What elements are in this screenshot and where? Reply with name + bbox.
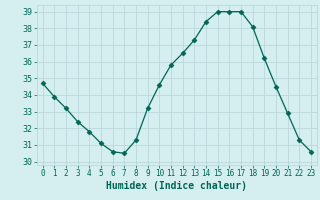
X-axis label: Humidex (Indice chaleur): Humidex (Indice chaleur): [106, 181, 247, 191]
